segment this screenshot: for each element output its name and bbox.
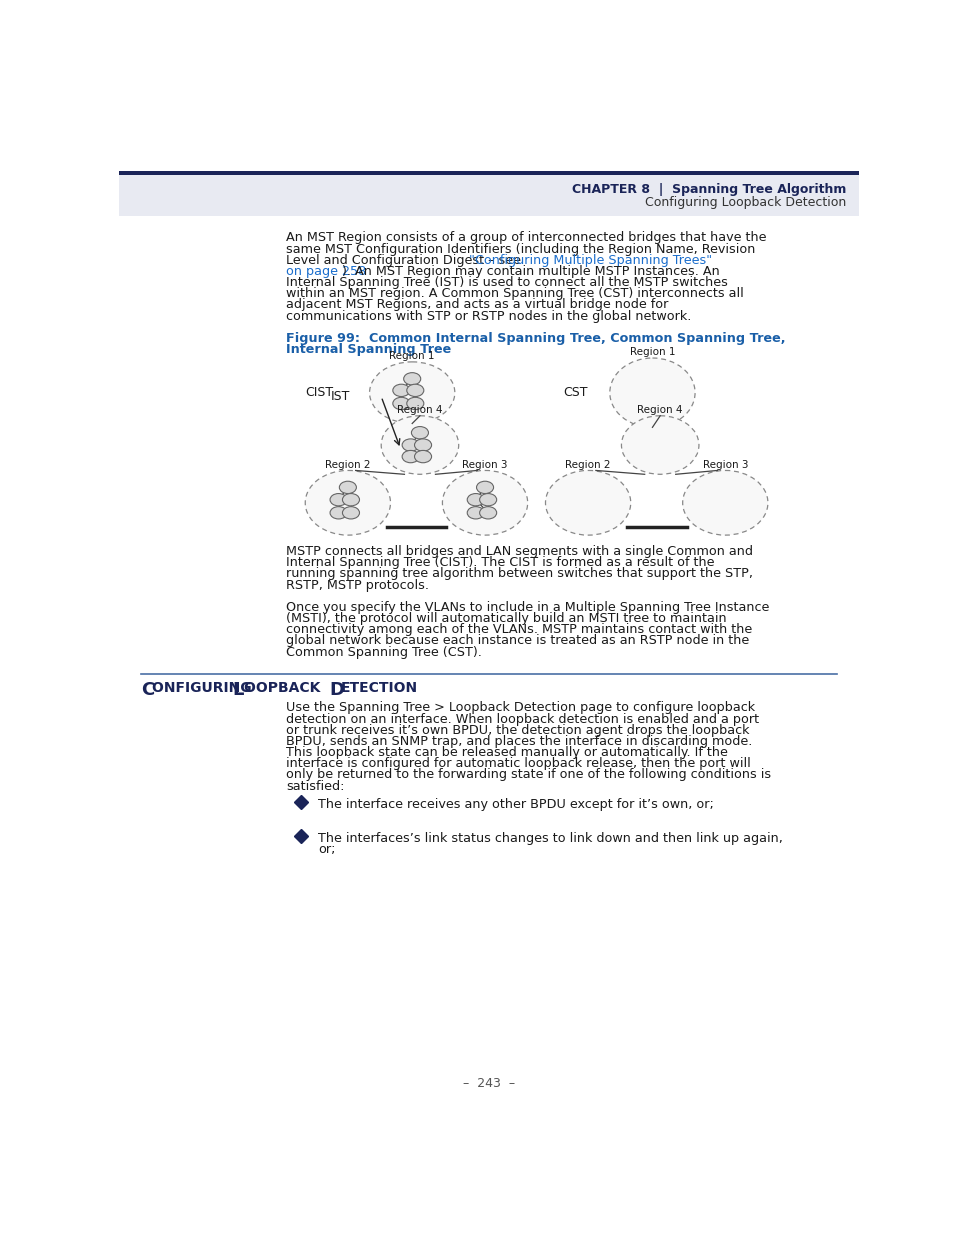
Text: global network because each instance is treated as an RSTP node in the: global network because each instance is … [286, 635, 748, 647]
Ellipse shape [402, 451, 418, 463]
Ellipse shape [415, 451, 431, 463]
Ellipse shape [479, 506, 497, 519]
Text: The interface receives any other BPDU except for it’s own, or;: The interface receives any other BPDU ex… [318, 799, 714, 811]
Ellipse shape [305, 471, 390, 535]
Text: Region 4: Region 4 [637, 405, 682, 415]
Text: satisfied:: satisfied: [286, 779, 344, 793]
Text: same MST Configuration Identifiers (including the Region Name, Revision: same MST Configuration Identifiers (incl… [286, 242, 755, 256]
Ellipse shape [545, 471, 630, 535]
Text: OOPBACK: OOPBACK [244, 682, 325, 695]
Text: MSTP connects all bridges and LAN segments with a single Common and: MSTP connects all bridges and LAN segmen… [286, 545, 752, 558]
Text: only be returned to the forwarding state if one of the following conditions is: only be returned to the forwarding state… [286, 768, 770, 782]
Ellipse shape [403, 373, 420, 385]
Text: D: D [329, 682, 344, 699]
FancyBboxPatch shape [119, 148, 858, 216]
Ellipse shape [442, 471, 527, 535]
Text: ONFIGURING: ONFIGURING [152, 682, 256, 695]
Text: –  243  –: – 243 – [462, 1077, 515, 1091]
Text: An MST Region consists of a group of interconnected bridges that have the: An MST Region consists of a group of int… [286, 231, 765, 245]
Text: Once you specify the VLANs to include in a Multiple Spanning Tree Instance: Once you specify the VLANs to include in… [286, 601, 768, 614]
Text: Use the Spanning Tree > Loopback Detection page to configure loopback: Use the Spanning Tree > Loopback Detecti… [286, 701, 754, 714]
Text: Region 1: Region 1 [389, 351, 435, 361]
Text: ). An MST Region may contain multiple MSTP Instances. An: ). An MST Region may contain multiple MS… [341, 264, 719, 278]
Text: connectivity among each of the VLANs. MSTP maintains contact with the: connectivity among each of the VLANs. MS… [286, 624, 751, 636]
Text: CIST: CIST [305, 387, 333, 399]
Text: communications with STP or RSTP nodes in the global network.: communications with STP or RSTP nodes in… [286, 310, 691, 322]
Text: Internal Spanning Tree (IST) is used to connect all the MSTP switches: Internal Spanning Tree (IST) is used to … [286, 275, 727, 289]
Text: Region 3: Region 3 [701, 459, 747, 469]
Text: The interfaces’s link status changes to link down and then link up again,: The interfaces’s link status changes to … [318, 832, 782, 845]
Ellipse shape [406, 398, 423, 410]
Ellipse shape [330, 494, 347, 506]
Text: ETECTION: ETECTION [340, 682, 417, 695]
Ellipse shape [682, 471, 767, 535]
Text: CST: CST [562, 387, 587, 399]
Ellipse shape [381, 416, 458, 474]
Text: C: C [141, 682, 154, 699]
Text: Internal Spanning Tree (CIST). The CIST is formed as a result of the: Internal Spanning Tree (CIST). The CIST … [286, 556, 714, 569]
Text: L: L [233, 682, 244, 699]
Ellipse shape [620, 416, 699, 474]
Ellipse shape [476, 482, 493, 494]
Ellipse shape [342, 494, 359, 506]
Text: Region 3: Region 3 [462, 459, 507, 469]
Text: (MSTI), the protocol will automatically build an MSTI tree to maintain: (MSTI), the protocol will automatically … [286, 613, 726, 625]
Text: Internal Spanning Tree: Internal Spanning Tree [286, 343, 451, 356]
Text: IST: IST [331, 390, 350, 403]
Text: Common Spanning Tree (CST).: Common Spanning Tree (CST). [286, 646, 481, 658]
Ellipse shape [393, 384, 410, 396]
Text: Figure 99:  Common Internal Spanning Tree, Common Spanning Tree,: Figure 99: Common Internal Spanning Tree… [286, 332, 784, 345]
Ellipse shape [342, 506, 359, 519]
Text: running spanning tree algorithm between switches that support the STP,: running spanning tree algorithm between … [286, 567, 752, 580]
Ellipse shape [467, 506, 484, 519]
Ellipse shape [415, 438, 431, 451]
Text: Region 2: Region 2 [325, 459, 370, 469]
FancyBboxPatch shape [119, 172, 858, 175]
FancyBboxPatch shape [119, 148, 858, 172]
Ellipse shape [609, 358, 695, 427]
Ellipse shape [330, 506, 347, 519]
Ellipse shape [479, 494, 497, 506]
Text: Region 4: Region 4 [396, 405, 442, 415]
Text: detection on an interface. When loopback detection is enabled and a port: detection on an interface. When loopback… [286, 713, 759, 726]
Text: interface is configured for automatic loopback release, then the port will: interface is configured for automatic lo… [286, 757, 750, 771]
Text: "Configuring Multiple Spanning Trees": "Configuring Multiple Spanning Trees" [468, 253, 711, 267]
Text: This loopback state can be released manually or automatically. If the: This loopback state can be released manu… [286, 746, 727, 760]
Text: Region 2: Region 2 [565, 459, 610, 469]
Text: Configuring Loopback Detection: Configuring Loopback Detection [644, 196, 845, 210]
Text: Level and Configuration Digest – see: Level and Configuration Digest – see [286, 253, 524, 267]
Text: within an MST region. A Common Spanning Tree (CST) interconnects all: within an MST region. A Common Spanning … [286, 288, 742, 300]
Text: or;: or; [318, 844, 335, 856]
Ellipse shape [339, 482, 356, 494]
Ellipse shape [369, 362, 455, 424]
Text: or trunk receives it’s own BPDU, the detection agent drops the loopback: or trunk receives it’s own BPDU, the det… [286, 724, 749, 737]
Text: CHAPTER 8  |  Spanning Tree Algorithm: CHAPTER 8 | Spanning Tree Algorithm [571, 183, 845, 196]
Text: Region 1: Region 1 [629, 347, 675, 357]
Ellipse shape [393, 398, 410, 410]
Text: BPDU, sends an SNMP trap, and places the interface in discarding mode.: BPDU, sends an SNMP trap, and places the… [286, 735, 752, 748]
Ellipse shape [402, 438, 418, 451]
Text: RSTP, MSTP protocols.: RSTP, MSTP protocols. [286, 579, 429, 592]
Text: on page 258: on page 258 [286, 264, 366, 278]
Ellipse shape [406, 384, 423, 396]
Text: adjacent MST Regions, and acts as a virtual bridge node for: adjacent MST Regions, and acts as a virt… [286, 299, 667, 311]
Ellipse shape [411, 426, 428, 438]
Ellipse shape [467, 494, 484, 506]
